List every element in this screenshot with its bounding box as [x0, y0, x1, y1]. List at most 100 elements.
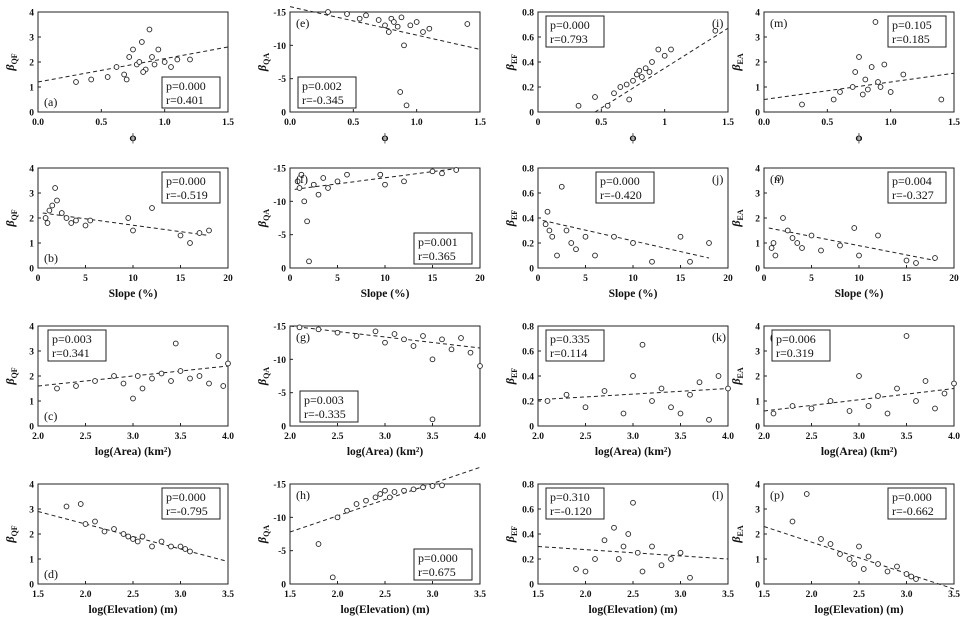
stat-box [413, 548, 473, 581]
data-point [655, 46, 662, 53]
stat-r-value: r=0.114 [550, 346, 587, 360]
data-point [196, 373, 203, 379]
y-axis-label-subscript: QA [262, 209, 271, 221]
stat-r-value: r=-0.795 [166, 504, 208, 518]
x-tick-label: 3.0 [901, 590, 913, 600]
data-point [768, 245, 775, 251]
x-tick-label: 20 [723, 274, 733, 284]
data-point [849, 84, 856, 90]
y-tick-label: -5 [278, 389, 286, 399]
x-tick-label: 4.0 [222, 432, 234, 442]
data-point [592, 556, 598, 562]
y-tick-label: 0.4 [522, 215, 534, 225]
y-axis-label-subscript: EA [736, 367, 745, 378]
x-tick-label: 3.0 [853, 432, 865, 442]
y-axis-label-symbol: β [3, 220, 17, 228]
data-point [837, 551, 843, 557]
x-tick-label: 1.5 [722, 118, 734, 128]
x-tick-label: 3.0 [427, 590, 439, 600]
data-point [877, 84, 884, 90]
y-tick-label: 0 [29, 423, 34, 433]
y-axis-label-symbol: β [3, 64, 17, 72]
y-tick-label: -15 [273, 9, 286, 19]
y-tick-label: 4 [29, 9, 34, 19]
y-axis-label-subscript: EF [510, 210, 519, 220]
x-tick-label: 2.0 [332, 590, 344, 600]
x-tick-label: 4.0 [948, 432, 960, 442]
data-point [403, 102, 410, 109]
y-axis-label-symbol: β [729, 64, 743, 72]
x-tick-label: 2.5 [80, 432, 92, 442]
y-tick-label: 2 [29, 373, 34, 383]
data-point [544, 398, 551, 404]
x-axis-label: log(Area) (km²) [821, 446, 898, 458]
y-axis-label: βEF [503, 54, 519, 71]
x-tick-label: 2.0 [80, 590, 92, 600]
stat-r-value: r=0.675 [418, 565, 456, 579]
data-point [363, 12, 369, 19]
data-point [187, 240, 193, 246]
stat-box [299, 390, 359, 423]
data-point [121, 71, 127, 78]
scatter-panel-p: 1.5 2.0 2.5 3.0 3.5 0 1 2 3 4 log(Elevation) (m) βE… [729, 481, 960, 617]
data-point [151, 61, 158, 68]
y-axis-label: βQF [3, 367, 19, 385]
data-point [401, 42, 407, 49]
y-tick-label: 1 [755, 398, 760, 408]
y-axis-label-symbol: β [255, 220, 269, 228]
data-point [875, 232, 881, 239]
y-tick-label: -5 [278, 547, 286, 557]
data-point [139, 533, 146, 540]
data-point [894, 563, 900, 570]
y-axis-label: βQA [255, 367, 271, 386]
y-axis-label-symbol: β [503, 377, 517, 385]
data-point [636, 67, 643, 74]
data-point [875, 561, 881, 567]
x-tick-label: 0 [536, 118, 541, 128]
y-tick-label: 0.8 [522, 323, 534, 333]
data-point [951, 380, 957, 387]
data-point [568, 240, 575, 246]
y-axis-label: βQF [3, 525, 19, 543]
trend-line [289, 325, 481, 349]
stat-p-value: p=0.003 [304, 393, 344, 407]
data-point [301, 198, 308, 205]
y-axis-label-symbol: β [503, 219, 517, 227]
data-point [386, 494, 393, 501]
y-axis-label-symbol: β [3, 378, 17, 386]
stat-p-value: p=0.003 [52, 332, 92, 346]
data-point [439, 482, 445, 489]
data-point [903, 333, 910, 339]
scatter-panel-h: 1.5 2.0 2.5 3.0 3.5 0 -5 -10 -15 log(Elevation) (… [255, 466, 486, 616]
x-tick-label: 2.0 [284, 432, 296, 442]
data-point [92, 518, 98, 525]
data-point [677, 410, 684, 417]
panel-letter: (a) [44, 95, 57, 109]
data-point [626, 96, 633, 103]
data-point [82, 222, 89, 229]
data-point [206, 380, 212, 387]
data-point [44, 220, 51, 226]
data-point [177, 232, 184, 239]
data-point [63, 215, 70, 221]
y-tick-label: 2 [755, 59, 760, 69]
y-axis-label-subscript: QA [262, 525, 271, 537]
data-point [344, 171, 350, 178]
data-point [172, 340, 179, 347]
data-point [573, 246, 579, 253]
data-point [391, 331, 398, 337]
x-tick-label: 5 [83, 274, 88, 284]
y-tick-label: 0.8 [522, 481, 534, 491]
data-point [712, 27, 719, 34]
data-point [310, 181, 317, 188]
data-point [615, 556, 622, 562]
stat-r-value: r=-0.420 [600, 188, 642, 202]
data-point [818, 247, 824, 254]
stat-box [545, 487, 605, 520]
y-axis-label-symbol: β [3, 536, 17, 544]
x-tick-label: 0.0 [758, 118, 770, 128]
data-point [875, 79, 881, 85]
stat-p-value: p=0.000 [418, 551, 458, 565]
x-tick-label: 4.0 [722, 432, 734, 442]
